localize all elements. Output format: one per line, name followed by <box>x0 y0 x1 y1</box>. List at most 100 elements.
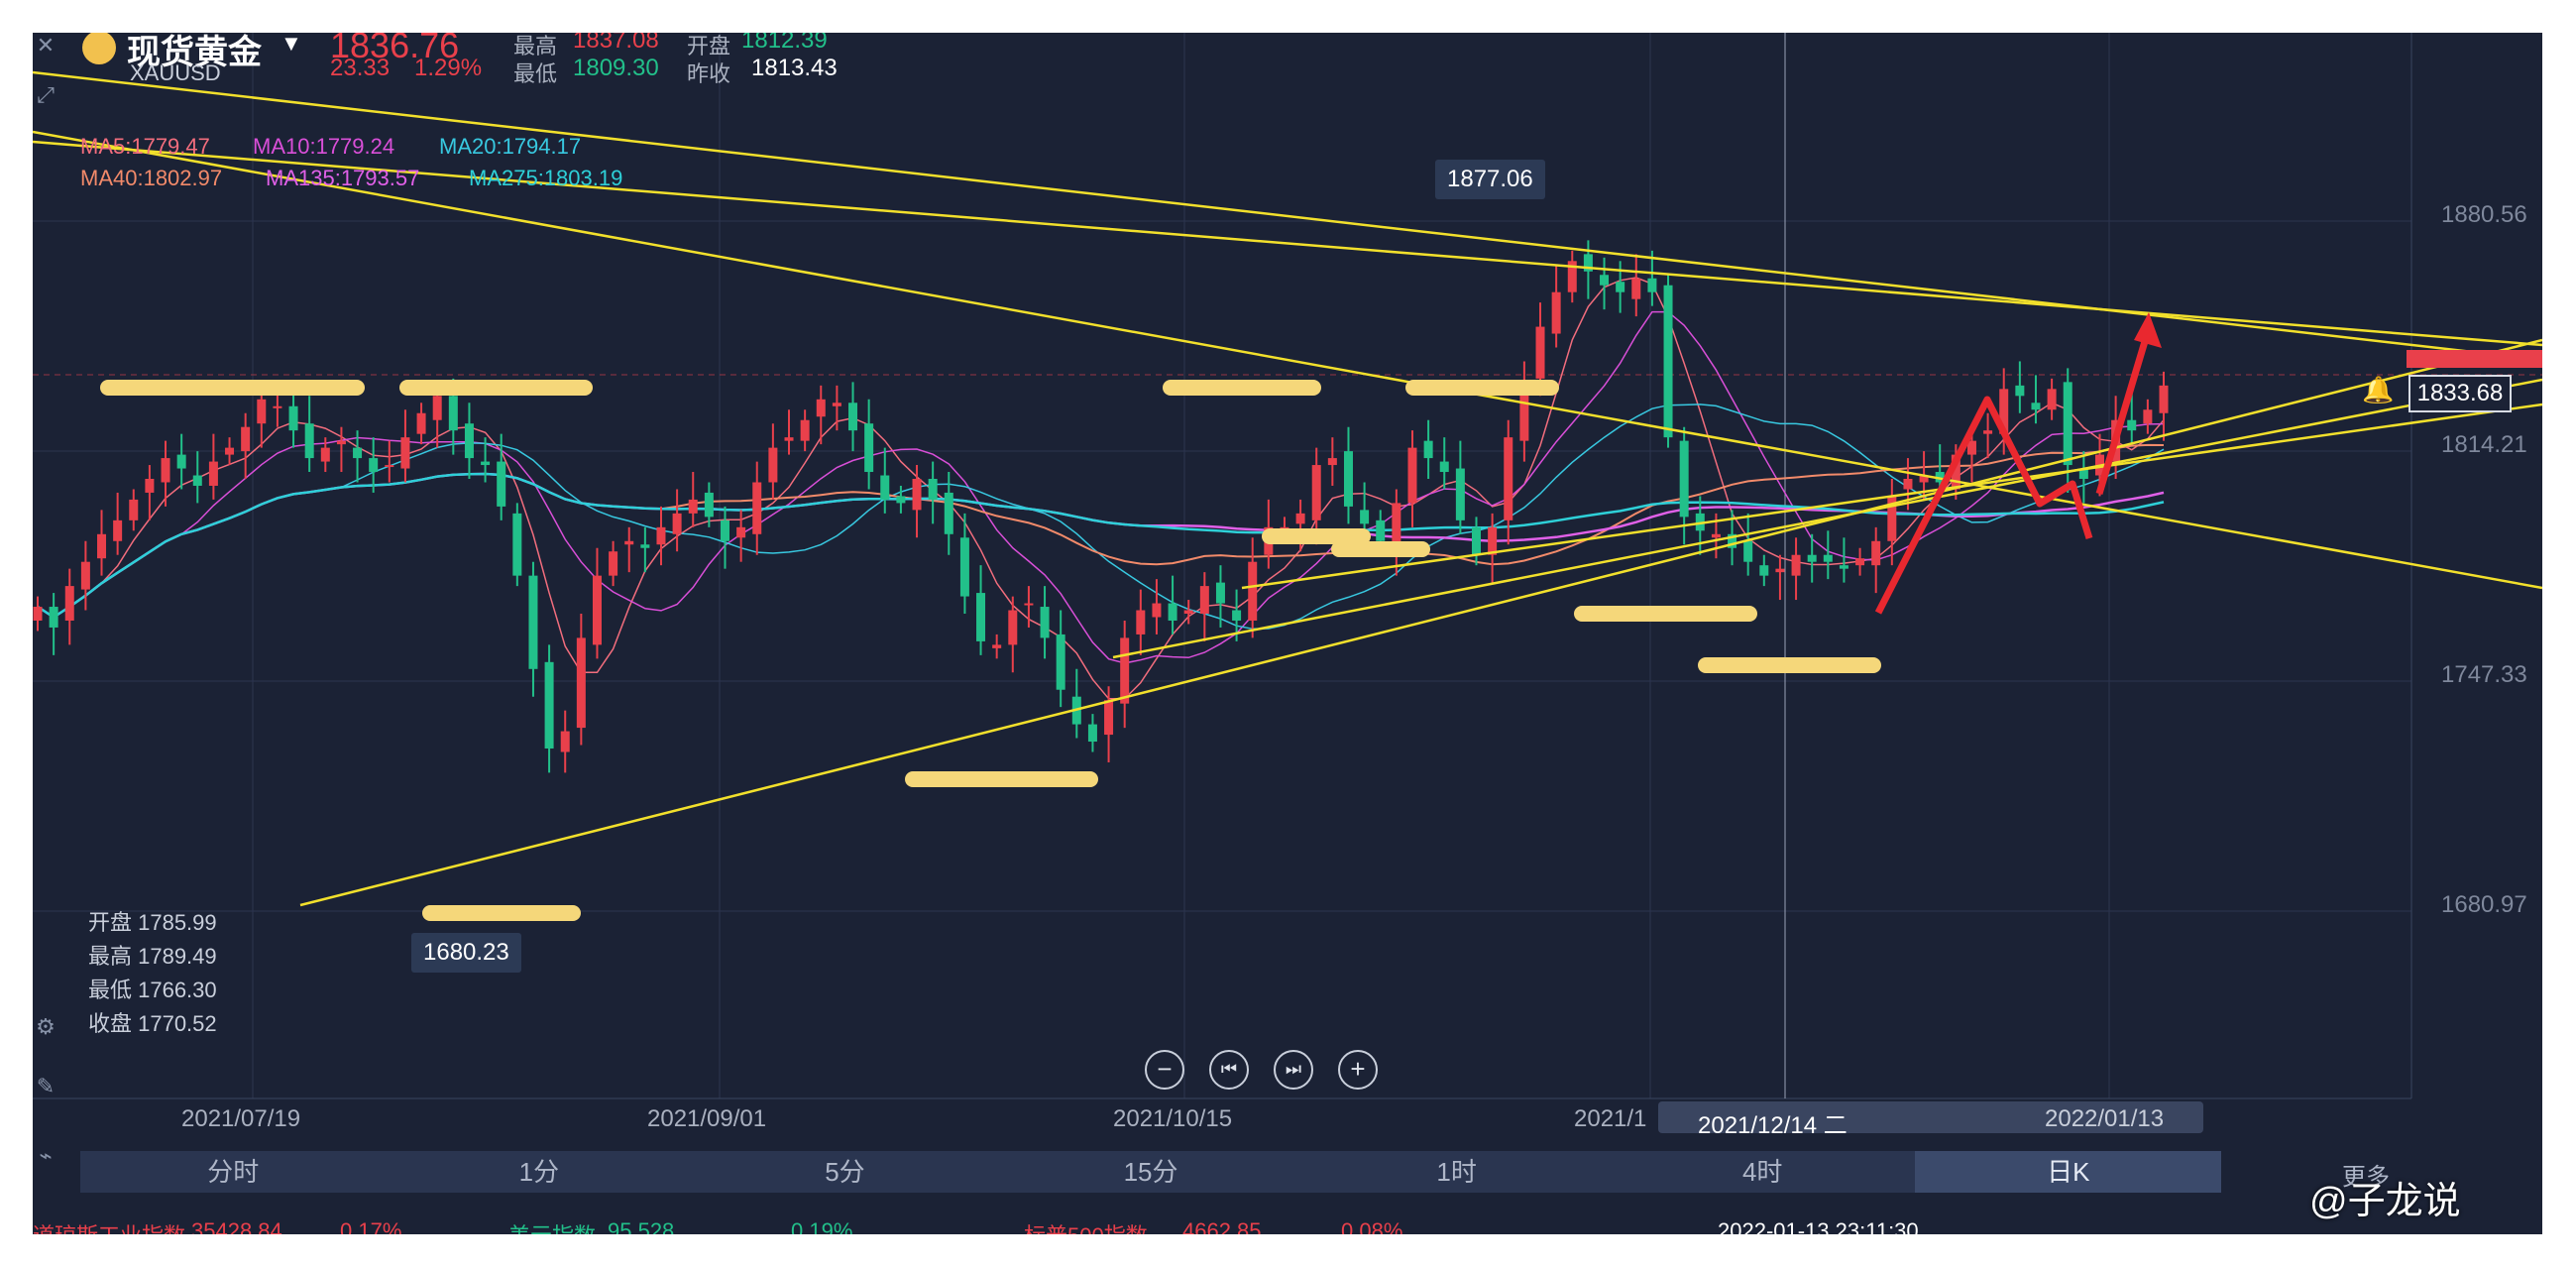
timeframe-tabs: 分时 1分 5分 15分 1时 4时 日K <box>80 1151 2222 1193</box>
y-tick-label: 1680.97 <box>2441 891 2527 918</box>
candle-body <box>1807 554 1817 562</box>
candle-body <box>2127 419 2137 431</box>
settings-icon[interactable]: ⚙ <box>36 1014 56 1039</box>
candle-body <box>1232 610 1242 621</box>
tab-1hour[interactable]: 1时 <box>1436 1157 1477 1187</box>
open-label: 开盘 <box>687 34 731 58</box>
candle-body <box>1823 554 1833 562</box>
candle-body <box>2159 385 2169 413</box>
tab-daily[interactable]: 日K <box>1915 1151 2222 1193</box>
tab-5min[interactable]: 5分 <box>825 1157 865 1187</box>
candle-body <box>1759 565 1769 576</box>
candle-body <box>800 419 810 441</box>
candle-body <box>512 513 522 576</box>
candle-body <box>369 458 379 473</box>
candle-body <box>1183 610 1193 615</box>
candle-body <box>1152 603 1162 618</box>
highlight-marker <box>191 380 365 396</box>
indicator-icon[interactable]: ⌁ <box>39 1143 53 1168</box>
candle-body <box>976 593 986 641</box>
trendline-drawings <box>33 70 2542 907</box>
ohlc-close: 收盘 1770.52 <box>88 1011 217 1036</box>
candle-body <box>1519 382 1529 441</box>
candle-body <box>864 423 874 473</box>
zoom-out-button[interactable]: − <box>1145 1050 1184 1090</box>
candle-body <box>1535 326 1545 379</box>
candle-body <box>1983 430 1993 434</box>
moving-average-lines <box>37 277 2165 700</box>
ticker-dow[interactable]: 道琼斯工业指数 <box>33 1218 185 1234</box>
candle-body <box>1215 582 1225 604</box>
tab-timeshare[interactable]: 分时 <box>207 1157 260 1187</box>
candle-body <box>225 447 235 455</box>
dropdown-caret-icon[interactable]: ▼ <box>280 33 302 56</box>
open-value: 1812.39 <box>741 33 828 54</box>
candle-body <box>752 482 762 534</box>
candle-body <box>912 479 922 511</box>
candle-body <box>816 399 826 417</box>
candle-body <box>1504 437 1513 520</box>
trendline <box>1241 403 2542 590</box>
candle-body <box>1104 700 1114 736</box>
instrument-name[interactable]: 现货黄金 <box>127 34 262 71</box>
candle-body <box>672 513 682 534</box>
crosshair-date: 2021/12/14 二 <box>1698 1112 1848 1139</box>
ticker-usd-value: 95.528 <box>608 1218 675 1234</box>
expand-icon[interactable]: ⤢ <box>37 82 55 107</box>
tab-1min[interactable]: 1分 <box>518 1157 560 1187</box>
current-price-tag: 1833.68 <box>2408 375 2512 412</box>
highlight-marker <box>422 905 581 921</box>
candle-body <box>2031 403 2041 410</box>
candle-body <box>560 731 570 752</box>
candle-body <box>624 540 634 545</box>
candle-body <box>768 447 778 483</box>
ohlc-low: 最低 1766.30 <box>88 978 217 1002</box>
candle-body <box>1040 607 1050 638</box>
trendline <box>33 140 2542 347</box>
candle-body <box>192 475 202 486</box>
candle-body <box>176 454 186 469</box>
candle-body <box>1423 440 1433 459</box>
candle-body <box>1951 454 1960 490</box>
candle-body <box>544 661 554 749</box>
price-change-pct: 1.29% <box>414 55 483 81</box>
candle-body <box>1168 603 1177 621</box>
step-back-button[interactable]: ⏮ <box>1209 1050 1249 1090</box>
ohlc-open: 开盘 1785.99 <box>88 910 217 935</box>
zoom-in-button[interactable]: + <box>1338 1050 1378 1090</box>
draw-pencil-icon[interactable]: ✎ <box>36 1074 56 1098</box>
ticker-usd[interactable]: 美元指数 <box>508 1218 596 1234</box>
tab-4hour[interactable]: 4时 <box>1741 1157 1783 1187</box>
trendline <box>33 130 2542 590</box>
ohlc-high: 最高 1789.49 <box>88 944 217 969</box>
low-callout: 1680.23 <box>411 933 521 973</box>
close-icon[interactable]: ✕ <box>36 33 56 58</box>
candle-body <box>1392 503 1401 548</box>
candle-body <box>1056 634 1065 690</box>
ma5-label: MA5:1779.47 <box>80 134 210 159</box>
watermark: @子龙说 <box>2309 1181 2461 1222</box>
candle-body <box>848 403 858 431</box>
x-tick-label: 2021/1 <box>1574 1105 1647 1132</box>
candle-body <box>959 537 969 597</box>
ticker-time: 2022-01-13 23:11:30 <box>1718 1218 1919 1234</box>
price-chart[interactable] <box>33 33 2542 1234</box>
more-button[interactable]: 更多 <box>2342 1164 2390 1191</box>
candle-body <box>1199 586 1209 615</box>
candle-body <box>720 519 729 541</box>
candle-body <box>1087 724 1097 743</box>
red-arrow-head <box>2134 312 2162 348</box>
ma20-line <box>37 404 2165 631</box>
step-forward-button[interactable]: ⏭ <box>1274 1050 1313 1090</box>
price-change: 23.33 <box>330 55 391 81</box>
candle-body <box>257 399 267 424</box>
candle-body <box>273 405 282 408</box>
candle-body <box>497 461 506 507</box>
tab-15min[interactable]: 15分 <box>1123 1157 1178 1187</box>
ticker-sp[interactable]: 标普500指数 <box>1024 1218 1148 1234</box>
highlight-marker <box>1262 528 1371 544</box>
bell-icon[interactable]: 🔔 <box>2362 375 2395 404</box>
candle-body <box>161 458 170 483</box>
support-resistance-highlights <box>100 380 1881 921</box>
candle-body <box>2015 385 2025 397</box>
